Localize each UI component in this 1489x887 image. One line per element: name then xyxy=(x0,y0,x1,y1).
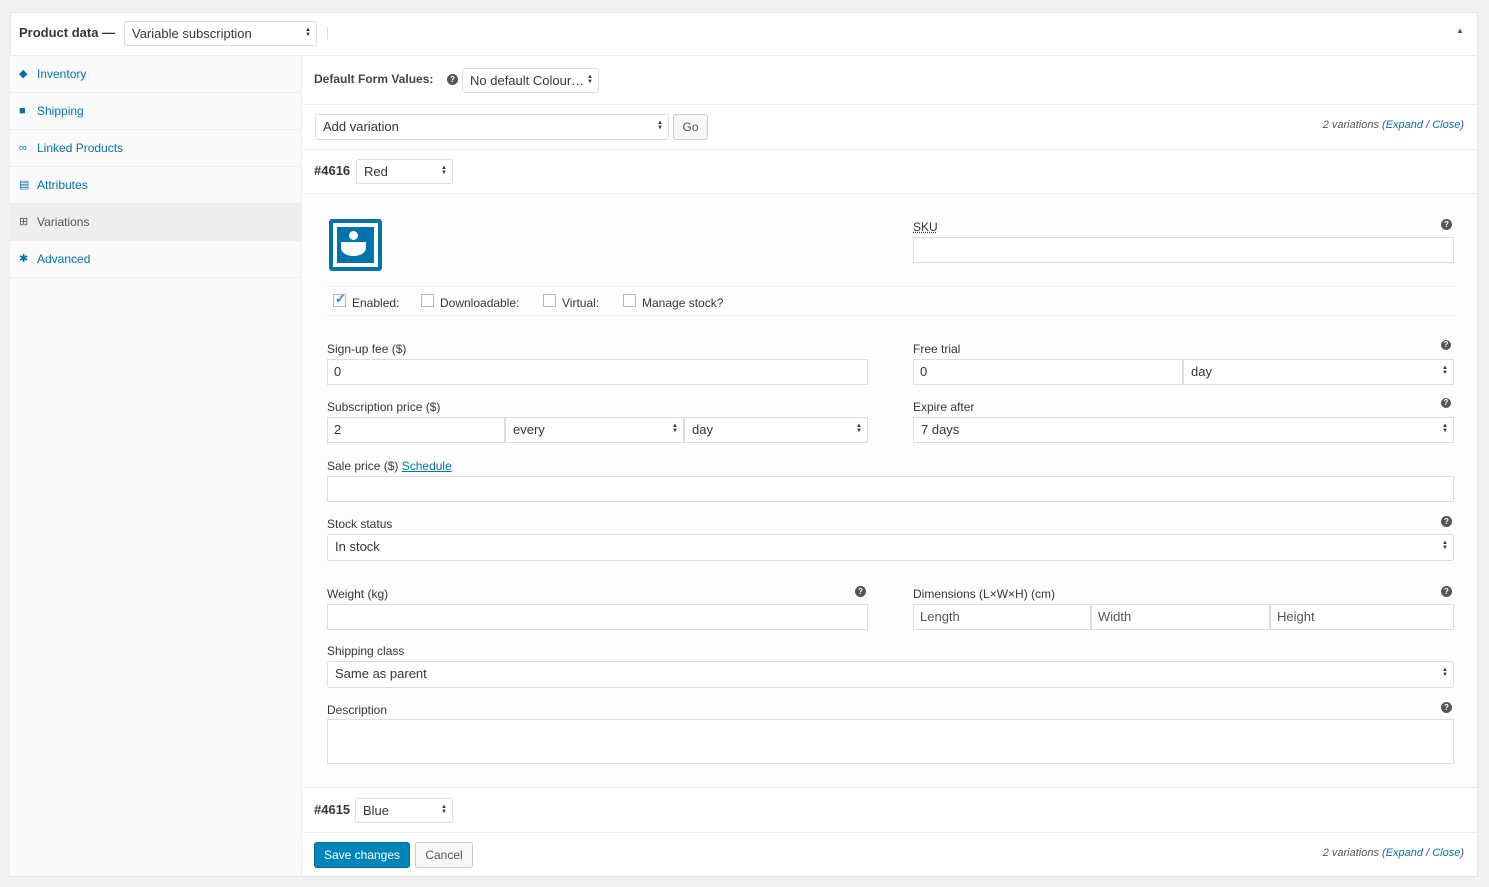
cancel-button[interactable]: Cancel xyxy=(415,842,473,868)
close-link[interactable]: Close xyxy=(1432,119,1461,131)
variation-image-placeholder[interactable] xyxy=(329,219,382,271)
link-icon: ∞ xyxy=(19,142,27,154)
billing-interval-select[interactable]: every xyxy=(505,417,684,443)
sidebar-item-advanced[interactable]: ✱ Advanced xyxy=(10,241,302,278)
help-icon[interactable]: ? xyxy=(1441,586,1452,597)
variation-id: #4615 xyxy=(314,802,351,817)
divider xyxy=(327,27,328,39)
downloadable-checkbox[interactable] xyxy=(421,294,434,307)
free-trial-input[interactable]: 0 xyxy=(913,359,1183,385)
sidebar-item-linked-products[interactable]: ∞ Linked Products xyxy=(10,130,302,167)
sidebar-item-label: Advanced xyxy=(37,252,91,266)
expand-link[interactable]: Expand xyxy=(1385,847,1424,859)
subscription-price-label: Subscription price ($) xyxy=(327,400,441,414)
enabled-label: Enabled: xyxy=(352,296,400,310)
sku-input[interactable] xyxy=(913,237,1454,263)
stock-status-label: Stock status xyxy=(327,517,393,531)
sale-price-input[interactable] xyxy=(327,476,1454,502)
sidebar-item-inventory[interactable]: ◆ Inventory xyxy=(10,56,302,93)
tag-icon: ◆ xyxy=(19,68,28,80)
help-icon[interactable]: ? xyxy=(1441,702,1452,713)
description-label: Description xyxy=(327,703,388,717)
sidebar-item-label: Inventory xyxy=(37,67,87,81)
variations-count-top: 2 variations (Expand / Close) xyxy=(1322,119,1464,131)
add-variation-select[interactable]: Add variation xyxy=(315,114,669,140)
help-icon[interactable]: ? xyxy=(1441,398,1451,408)
variation-attribute-select[interactable]: Blue xyxy=(355,798,453,823)
count-text: 2 variations xyxy=(1322,847,1379,859)
help-icon[interactable]: ? xyxy=(1441,340,1451,350)
description-textarea[interactable] xyxy=(327,719,1454,764)
billing-period-select[interactable]: day xyxy=(684,417,868,443)
variation-attribute-select[interactable]: Red xyxy=(356,159,453,184)
downloadable-label: Downloadable: xyxy=(440,296,520,310)
length-input[interactable]: Length xyxy=(913,604,1091,630)
signup-fee-label: Sign-up fee ($) xyxy=(327,342,407,356)
dimensions-label: Dimensions (L×W×H) (cm) xyxy=(913,587,1056,601)
sidebar xyxy=(10,56,302,876)
sidebar-item-label: Shipping xyxy=(37,104,84,118)
product-type-select[interactable]: Variable subscription xyxy=(124,21,317,46)
expand-link[interactable]: Expand xyxy=(1385,119,1424,131)
truck-icon: ■ xyxy=(19,105,26,117)
sidebar-item-variations[interactable]: ⊞ Variations xyxy=(10,204,302,241)
sidebar-item-label: Variations xyxy=(37,215,90,229)
manage-stock-checkbox[interactable] xyxy=(623,294,636,307)
enabled-checkbox[interactable]: ✓ xyxy=(333,291,346,307)
sidebar-item-shipping[interactable]: ■ Shipping xyxy=(10,93,302,130)
sidebar-item-label: Linked Products xyxy=(37,141,124,155)
variations-count-bottom: 2 variations (Expand / Close) xyxy=(1322,847,1464,859)
height-input[interactable]: Height xyxy=(1270,604,1454,630)
close-link[interactable]: Close xyxy=(1432,847,1461,859)
sale-price-text: Sale price ($) xyxy=(327,459,399,473)
save-changes-button[interactable]: Save changes xyxy=(314,842,410,868)
help-icon[interactable]: ? xyxy=(855,586,866,597)
default-colour-select[interactable]: No default Colour… xyxy=(462,68,599,93)
sidebar-item-label: Attributes xyxy=(37,178,88,192)
expire-after-select[interactable]: 7 days xyxy=(913,417,1454,443)
count-text: 2 variations xyxy=(1322,119,1379,131)
free-trial-period-select[interactable]: day xyxy=(1183,359,1454,385)
help-icon[interactable]: ? xyxy=(1441,516,1452,527)
shipping-class-select[interactable]: Same as parent xyxy=(327,661,1454,688)
schedule-link[interactable]: Schedule xyxy=(401,459,452,473)
stock-status-select[interactable]: In stock xyxy=(327,534,1454,561)
help-icon[interactable]: ? xyxy=(447,74,458,85)
grid-icon: ⊞ xyxy=(19,216,29,228)
virtual-checkbox[interactable] xyxy=(543,294,556,307)
default-form-values-label: Default Form Values: xyxy=(314,72,434,86)
free-trial-label: Free trial xyxy=(913,342,961,356)
sale-price-label: Sale price ($) Schedule xyxy=(327,459,452,473)
shipping-class-label: Shipping class xyxy=(327,644,405,658)
width-input[interactable]: Width xyxy=(1091,604,1270,630)
virtual-label: Virtual: xyxy=(562,296,600,310)
weight-label: Weight (kg) xyxy=(327,587,389,601)
variation-id: #4616 xyxy=(314,163,351,178)
collapse-toggle-icon[interactable]: ▲ xyxy=(1456,26,1464,35)
signup-fee-input[interactable]: 0 xyxy=(327,359,868,385)
go-button[interactable]: Go xyxy=(673,114,708,140)
sidebar-item-attributes[interactable]: ▤ Attributes xyxy=(10,167,302,204)
manage-stock-label: Manage stock? xyxy=(642,296,724,310)
help-icon[interactable]: ? xyxy=(1441,219,1452,230)
expire-after-label: Expire after xyxy=(913,400,975,414)
list-icon: ▤ xyxy=(19,179,30,191)
gear-icon: ✱ xyxy=(19,253,29,265)
subscription-price-input[interactable]: 2 xyxy=(327,417,505,443)
weight-input[interactable] xyxy=(327,604,868,630)
product-data-title: Product data — xyxy=(19,25,116,40)
sku-label: SKU xyxy=(913,220,938,234)
